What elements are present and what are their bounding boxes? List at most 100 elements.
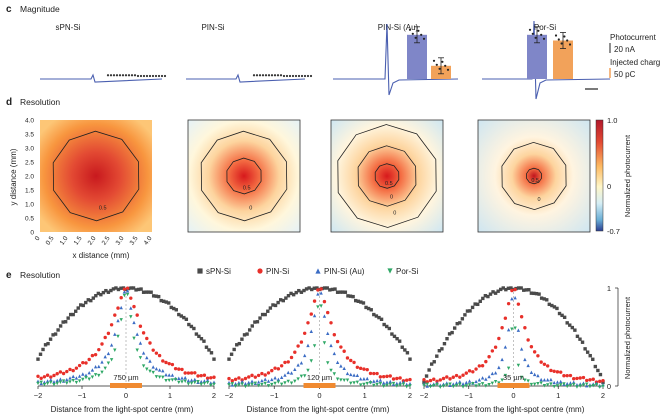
e-point-2-1-7 (445, 375, 449, 379)
contour-label-2-1: 0 (390, 195, 393, 201)
e-point-0-1-11 (71, 368, 75, 373)
photocurrent-dot-1 (270, 74, 274, 77)
e-point-1-2-19 (289, 371, 294, 375)
e-point-1-3-28 (319, 304, 323, 308)
e-point-2-1-18 (480, 364, 485, 368)
e-xlabel-2: Distance from the light-spot centre (mm) (247, 405, 390, 414)
e-point-2-3-35 (536, 382, 540, 386)
e-point-1-0-35 (317, 287, 322, 292)
bar-dot-2-0 (417, 29, 420, 32)
e-point-2-0-63 (583, 347, 587, 351)
e-xlabel-1: Distance from the light-spot centre (mm) (51, 405, 194, 414)
e-point-2-2-42 (558, 379, 563, 384)
e-point-1-3-19 (289, 381, 294, 385)
e-point-1-3-4 (240, 382, 244, 386)
e-point-1-0-30 (304, 287, 309, 291)
photocurrent-bar-2 (407, 34, 427, 79)
e-point-0-1-0 (36, 374, 40, 378)
charge-dot-1 (297, 74, 301, 78)
e-point-2-2-45 (568, 381, 573, 385)
e-point-2-1-15 (471, 370, 475, 374)
e-point-2-0-32 (504, 287, 508, 292)
e-point-0-1-51 (199, 373, 203, 378)
e-point-1-3-25 (309, 359, 313, 363)
e-point-0-0-33 (119, 286, 123, 290)
e-point-1-3-6 (247, 383, 251, 388)
e-point-1-0-66 (397, 339, 402, 343)
e-point-1-0-2 (232, 347, 236, 352)
e-point-0-1-4 (49, 375, 53, 379)
e-point-1-0-25 (291, 292, 296, 297)
e-point-1-1-20 (293, 350, 297, 354)
e-point-2-0-28 (493, 291, 498, 295)
e-point-0-1-49 (193, 371, 197, 375)
e-point-1-1-22 (299, 340, 304, 344)
e-point-1-0-31 (307, 286, 311, 290)
e-point-0-0-49 (159, 298, 163, 303)
e-point-2-0-66 (591, 357, 595, 362)
e-point-1-0-11 (255, 320, 260, 324)
e-point-1-2-16 (279, 375, 284, 380)
e-point-1-1-27 (316, 288, 320, 292)
bar-dot-2-1 (446, 68, 450, 71)
e-point-0-0-3 (43, 343, 48, 347)
bar-dot-2-1 (432, 59, 436, 62)
colorbar-tick-max: 1.0 (607, 116, 617, 125)
e-point-0-2-27 (122, 290, 127, 294)
e-point-0-0-37 (129, 286, 133, 290)
e-point-0-0-0 (36, 357, 40, 361)
e-point-2-1-20 (487, 355, 491, 359)
e-point-2-2-35 (536, 373, 540, 378)
e-point-0-1-33 (141, 331, 146, 335)
photocurrent-dot-1 (279, 74, 283, 77)
photocurrent-scale-title: Photocurrent (610, 33, 657, 42)
e-point-0-1-46 (183, 371, 187, 375)
charge-scale-title: Injected charge (610, 58, 660, 67)
e-point-1-0-70 (408, 357, 412, 361)
e-point-1-1-17 (283, 360, 287, 365)
e-point-0-1-52 (202, 373, 207, 377)
e-point-2-0-20 (473, 302, 477, 306)
e-point-0-0-57 (179, 314, 184, 318)
e-point-0-3-21 (103, 366, 107, 370)
photocurrent-dot-1 (252, 74, 256, 77)
e-point-0-1-55 (212, 375, 216, 379)
e-xtick-label-0-0: −2 (34, 391, 43, 400)
e-point-1-3-22 (299, 374, 304, 378)
e-point-2-3-5 (438, 385, 442, 389)
e-point-2-3-28 (513, 326, 517, 330)
e-point-1-0-47 (348, 294, 353, 298)
e-point-2-2-37 (542, 378, 547, 382)
e-point-2-0-49 (547, 302, 551, 307)
e-point-0-3-48 (189, 381, 194, 385)
e-point-0-0-27 (104, 288, 108, 293)
e-point-1-2-20 (293, 367, 297, 372)
bar-dot-2-1 (438, 67, 441, 70)
e-point-2-2-30 (519, 347, 524, 351)
photocurrent-dot-1 (276, 74, 280, 77)
e-point-2-3-43 (562, 382, 566, 386)
charge-scale-value: 50 pC (614, 70, 636, 79)
e-point-1-0-12 (258, 316, 262, 320)
panel-e-title: Resolution (20, 270, 60, 280)
e-point-2-0-31 (501, 286, 505, 290)
e-point-2-3-44 (565, 384, 569, 389)
e-point-0-0-56 (177, 312, 181, 317)
e-point-2-1-6 (441, 376, 446, 381)
e-point-1-3-18 (286, 379, 290, 384)
d-xtick-8: 4.0 (143, 235, 154, 247)
e-point-0-0-14 (71, 312, 75, 317)
e-point-0-3-35 (148, 369, 152, 373)
e-point-0-2-22 (106, 351, 111, 356)
e-point-1-0-41 (333, 287, 337, 291)
e-point-0-1-35 (148, 341, 152, 345)
e-point-0-0-61 (189, 324, 194, 329)
c-label-pinau: PIN-Si (Au) (378, 23, 419, 32)
bar-dot-3-1 (566, 39, 569, 42)
e-point-2-3-51 (588, 384, 592, 389)
panel-d-title: Resolution (20, 97, 60, 107)
e-point-2-2-24 (500, 357, 504, 362)
e-point-1-2-34 (339, 364, 343, 368)
charge-dot-0 (160, 74, 164, 78)
e-point-1-2-47 (381, 381, 386, 385)
